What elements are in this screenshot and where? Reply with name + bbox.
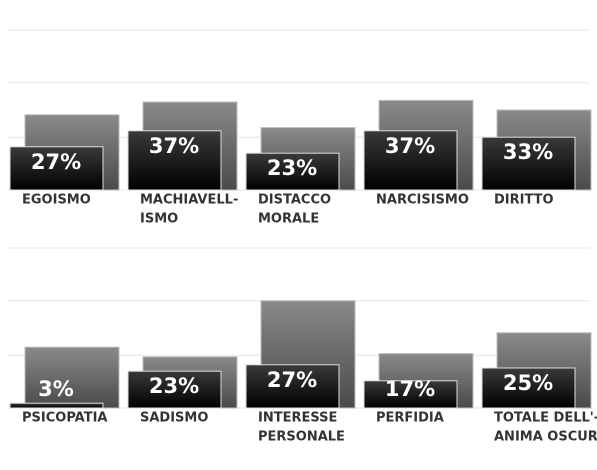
category-label: NARCISISMO [376,193,469,208]
front-bar [481,136,576,191]
category-label: INTERESSE [258,411,337,426]
category-label: PSICOPATIA [22,411,107,426]
category-label: MACHIAVELL- [140,193,238,208]
back-bar [24,346,120,409]
value-label: 37% [149,134,199,158]
value-label: 37% [385,134,435,158]
front-bar [127,130,222,191]
category-label: MORALE [258,212,319,227]
front-bar [363,380,458,409]
category-label: DIRITTO [494,193,554,208]
category-label: PERFIDIA [376,411,444,426]
category-label: TOTALE DELL'- [494,411,597,426]
value-label: 33% [503,140,553,164]
value-label: 27% [267,368,317,392]
category-label: PERSONALE [258,430,345,445]
category-label: EGOISMO [22,193,91,208]
front-bar [9,146,104,191]
front-bar [481,367,576,409]
front-bar [127,370,222,409]
category-label: DISTACCO [258,193,331,208]
front-bar [9,402,104,409]
value-label: 23% [267,156,317,180]
value-label: 27% [31,150,81,174]
front-bar [363,130,458,191]
front-bar [245,364,340,409]
front-bar [245,152,340,191]
category-label: ANIMA OSCURA [494,430,597,445]
value-label: 25% [503,371,553,395]
value-label: 23% [149,374,199,398]
category-label: ISMO [140,212,178,227]
value-label: 17% [385,377,435,401]
category-label: SADISMO [140,411,208,426]
value-label: 3% [38,377,74,401]
